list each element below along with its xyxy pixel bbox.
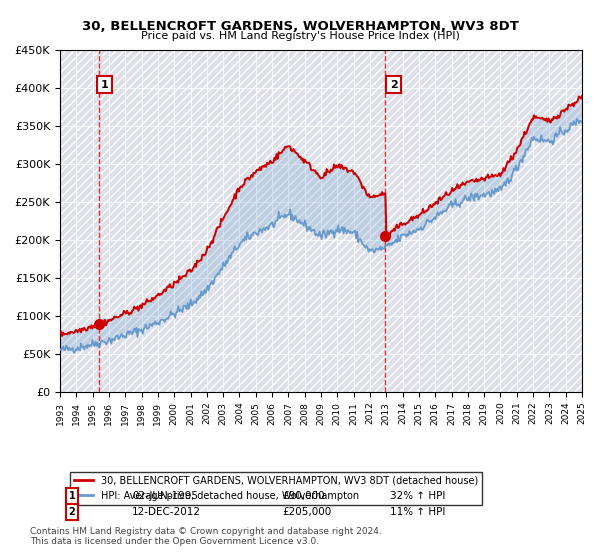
Text: 12-DEC-2012: 12-DEC-2012 xyxy=(132,507,201,517)
Text: £90,000: £90,000 xyxy=(282,491,325,501)
Text: 11% ↑ HPI: 11% ↑ HPI xyxy=(390,507,445,517)
Text: 2: 2 xyxy=(68,507,76,517)
Text: Contains HM Land Registry data © Crown copyright and database right 2024.
This d: Contains HM Land Registry data © Crown c… xyxy=(30,526,382,546)
FancyBboxPatch shape xyxy=(60,50,582,392)
Text: Price paid vs. HM Land Registry's House Price Index (HPI): Price paid vs. HM Land Registry's House … xyxy=(140,31,460,41)
Text: 02-JUN-1995: 02-JUN-1995 xyxy=(132,491,198,501)
Text: 32% ↑ HPI: 32% ↑ HPI xyxy=(390,491,445,501)
Text: 2: 2 xyxy=(390,80,397,90)
Text: £205,000: £205,000 xyxy=(282,507,331,517)
Text: 30, BELLENCROFT GARDENS, WOLVERHAMPTON, WV3 8DT: 30, BELLENCROFT GARDENS, WOLVERHAMPTON, … xyxy=(82,20,518,32)
Text: 1: 1 xyxy=(68,491,76,501)
Legend: 30, BELLENCROFT GARDENS, WOLVERHAMPTON, WV3 8DT (detached house), HPI: Average p: 30, BELLENCROFT GARDENS, WOLVERHAMPTON, … xyxy=(70,472,482,505)
Text: 1: 1 xyxy=(100,80,108,90)
